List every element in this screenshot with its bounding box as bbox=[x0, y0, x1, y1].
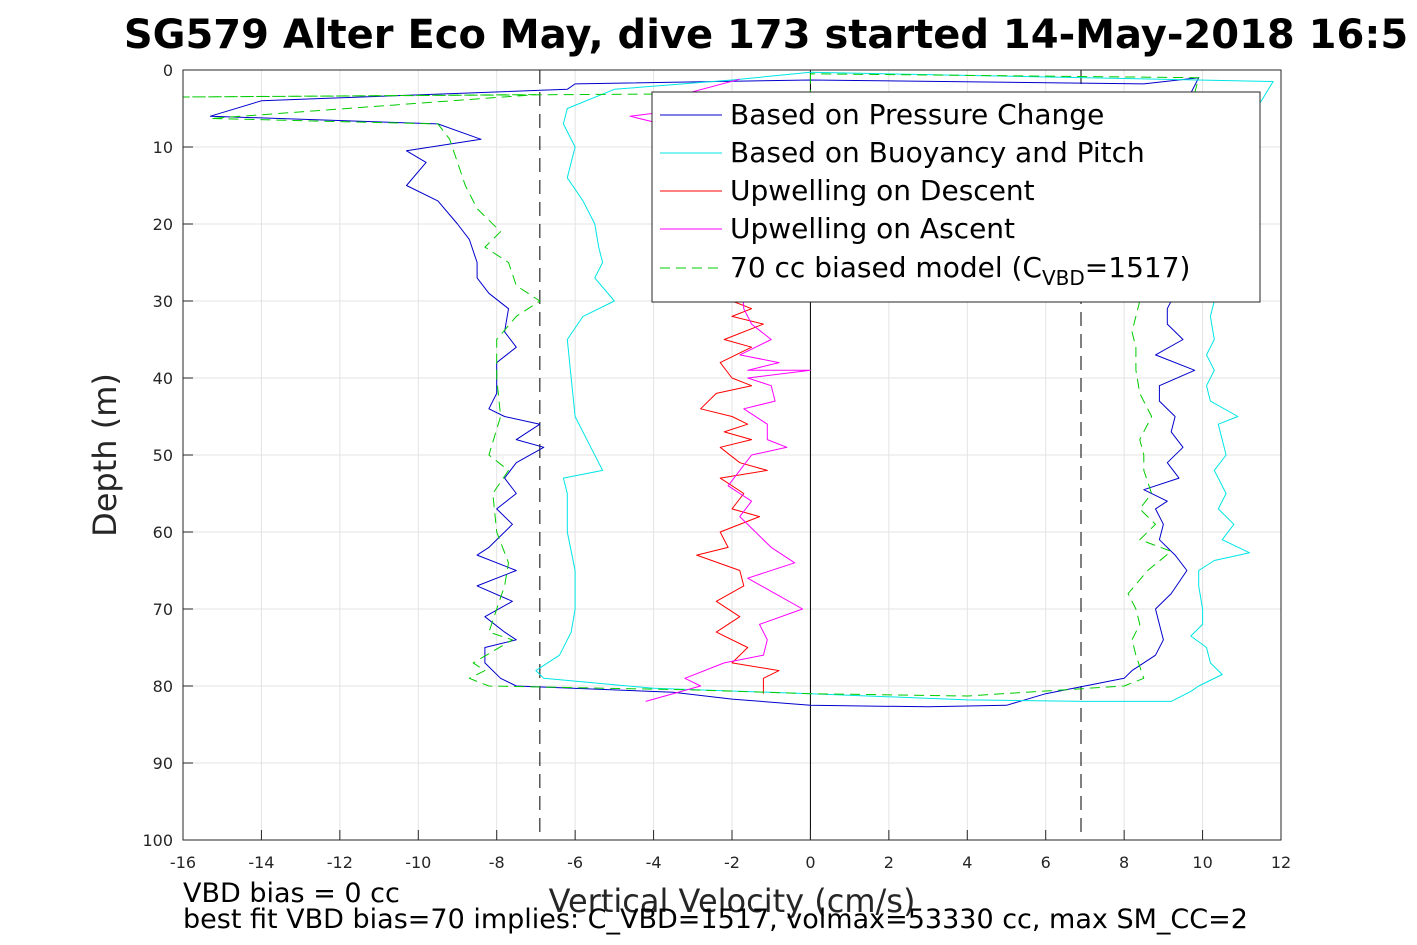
legend-label-buoyancy: Based on Buoyancy and Pitch bbox=[730, 136, 1145, 169]
footnote-best-fit: best fit VBD bias=70 implies: C_VBD=1517… bbox=[183, 904, 1248, 935]
x-axis-label: Vertical Velocity (cm/s) bbox=[549, 882, 916, 920]
legend-label-ascent: Upwelling on Ascent bbox=[730, 212, 1015, 245]
legend-label-model: 70 cc biased model (CVBD=1517) bbox=[730, 251, 1190, 290]
y-tick-label: 70 bbox=[153, 600, 173, 619]
y-tick-label: 80 bbox=[153, 677, 173, 696]
series-line-pressure-change bbox=[209, 77, 1200, 708]
footnote-vbd-bias: VBD bias = 0 cc bbox=[183, 878, 400, 909]
series-line-upwelling-descent bbox=[696, 300, 780, 694]
y-tick-label: 60 bbox=[153, 523, 173, 542]
y-axis-label: Depth (m) bbox=[86, 373, 124, 537]
y-tick-label: 30 bbox=[153, 292, 173, 311]
y-tick-label: 40 bbox=[153, 369, 173, 388]
y-tick-label: 50 bbox=[153, 446, 173, 465]
series-line-biased-model bbox=[182, 73, 1200, 697]
legend: Based on Pressure Change Based on Buoyan… bbox=[651, 91, 1261, 303]
series-line-buoyancy-pitch bbox=[535, 71, 1274, 702]
legend-model-prefix: 70 cc biased model (C bbox=[730, 251, 1042, 284]
x-tick-label: -4 bbox=[646, 853, 662, 872]
y-tick-label: 0 bbox=[163, 61, 173, 80]
x-tick-label: 6 bbox=[1041, 853, 1051, 872]
y-tick-label: 100 bbox=[142, 831, 173, 850]
legend-model-suffix: =1517) bbox=[1085, 251, 1191, 284]
y-tick-label: 20 bbox=[153, 215, 173, 234]
series-group bbox=[182, 71, 1274, 708]
x-tick-label: 2 bbox=[884, 853, 894, 872]
chart-title: SG579 Alter Eco May, dive 173 started 14… bbox=[124, 12, 1408, 58]
x-tick-label: 12 bbox=[1271, 853, 1291, 872]
legend-box bbox=[651, 91, 1261, 303]
x-tick-label: -12 bbox=[327, 853, 353, 872]
x-tick-label: -8 bbox=[489, 853, 505, 872]
x-tick-label: -6 bbox=[567, 853, 583, 872]
legend-label-descent: Upwelling on Descent bbox=[730, 174, 1035, 207]
legend-label-pressure: Based on Pressure Change bbox=[730, 98, 1104, 131]
y-tick-label: 90 bbox=[153, 754, 173, 773]
x-tick-label: 8 bbox=[1119, 853, 1129, 872]
x-tick-label: 4 bbox=[962, 853, 972, 872]
x-tick-label: -2 bbox=[724, 853, 740, 872]
x-tick-label: -14 bbox=[248, 853, 274, 872]
y-ticks: 0 10 20 30 40 50 60 70 80 90 100 bbox=[142, 61, 193, 850]
x-tick-label: -16 bbox=[170, 853, 196, 872]
legend-model-subscript: VBD bbox=[1042, 266, 1085, 290]
x-tick-label: -10 bbox=[405, 853, 431, 872]
x-tick-label: 10 bbox=[1192, 853, 1212, 872]
series-line-upwelling-ascent bbox=[629, 78, 811, 702]
y-tick-label: 10 bbox=[153, 138, 173, 157]
x-tick-label: 0 bbox=[805, 853, 815, 872]
x-ticks: -16 -14 -12 -10 -8 -6 -4 -2 0 2 4 6 8 10 12 bbox=[170, 830, 1291, 872]
